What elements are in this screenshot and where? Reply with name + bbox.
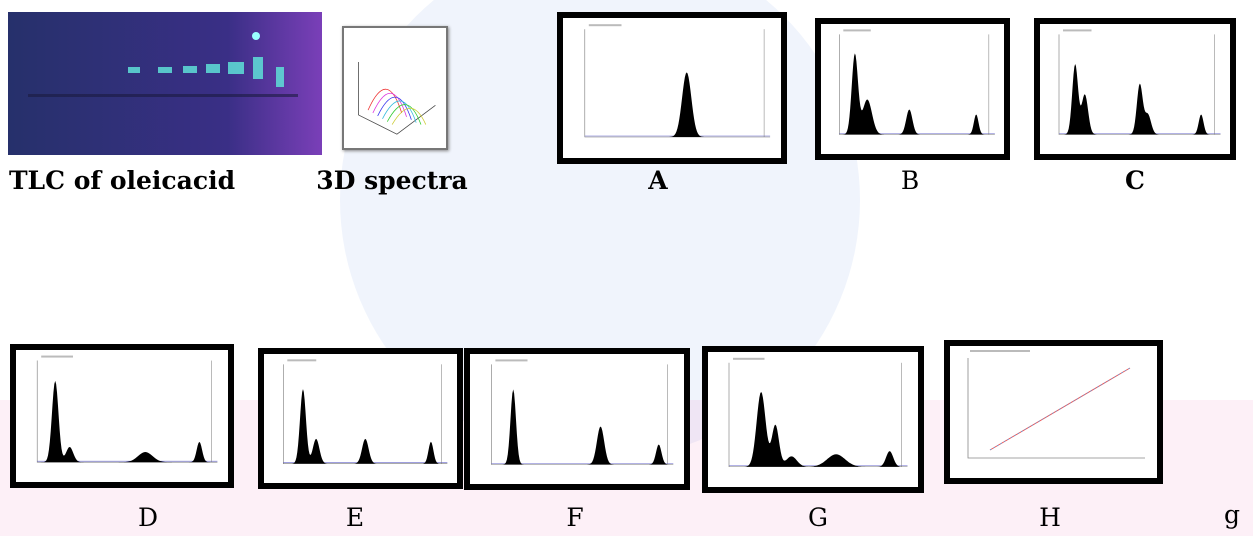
peak-area [283, 389, 448, 464]
axes [36, 360, 218, 463]
chromatogram-plot [1058, 29, 1221, 135]
plot-caption [733, 357, 765, 360]
tlc-plate [8, 12, 322, 155]
axes [491, 364, 674, 465]
panel-label: A [648, 166, 668, 195]
spectra-3d-plot [358, 62, 436, 135]
chromatogram [258, 348, 463, 489]
chromatogram-plot [728, 357, 908, 468]
chromatogram [702, 346, 924, 493]
plot-caption [495, 359, 528, 362]
chromatogram-plot [839, 29, 995, 135]
chromatogram [10, 344, 234, 488]
plot-caption [1063, 29, 1092, 32]
calibration-line [967, 350, 1145, 459]
spectra-3d [342, 26, 448, 150]
plot-caption [287, 359, 317, 362]
chromatogram-plot [36, 355, 218, 463]
panel-label: C [1125, 166, 1145, 195]
chromatogram-plot [283, 359, 448, 464]
peak-area [1059, 63, 1221, 135]
peak-area [839, 53, 995, 135]
axes [839, 34, 995, 135]
chromatogram [815, 18, 1010, 160]
panel-label: F [566, 503, 584, 532]
panel-label: H [1039, 503, 1061, 532]
panel-label: TLC of oleicacid [8, 166, 236, 195]
peak-area [584, 72, 771, 137]
peak-area [491, 389, 674, 465]
peak-area [37, 380, 218, 463]
axes [584, 29, 771, 138]
tlc-photo [8, 12, 322, 155]
chromatogram-plot [491, 359, 674, 465]
panel-label: D [137, 503, 159, 532]
panel-label: 3D spectra [316, 166, 468, 195]
panel-label: B [900, 166, 920, 195]
panel-label: E [345, 503, 365, 532]
plot-caption [41, 355, 73, 358]
chromatogram-plot [584, 24, 771, 138]
stray-text: g [1223, 500, 1241, 529]
plot-caption [588, 24, 622, 27]
chromatogram [464, 348, 690, 490]
plot-caption [843, 29, 871, 32]
axes [283, 364, 448, 464]
calibration-plot [944, 340, 1163, 484]
peak-area [729, 391, 908, 467]
panel-label: G [808, 503, 828, 532]
chromatogram [557, 12, 787, 164]
chromatogram [1034, 18, 1236, 160]
